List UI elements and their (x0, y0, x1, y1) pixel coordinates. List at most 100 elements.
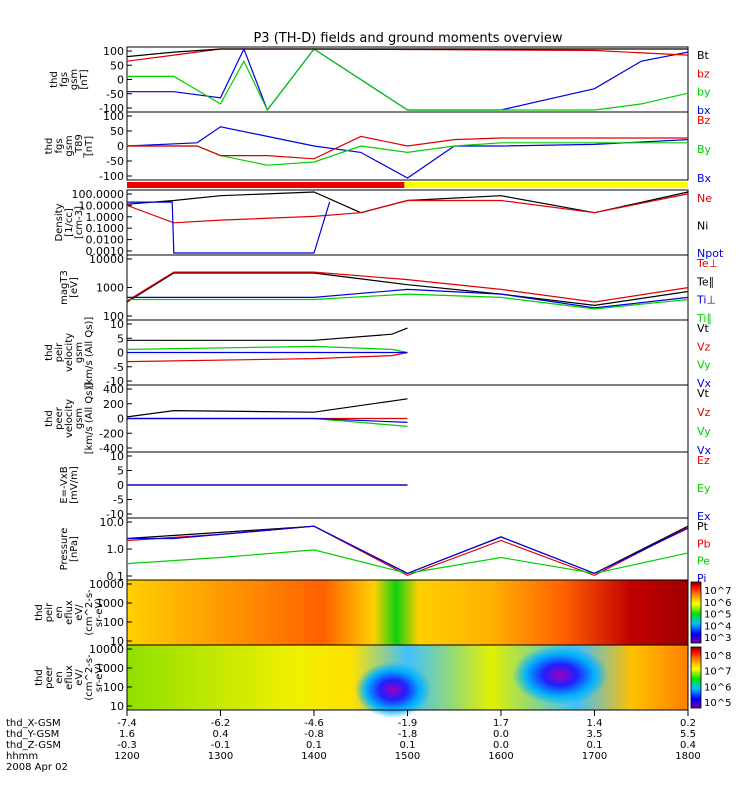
xrow-value: 0.4 (213, 729, 229, 740)
xrow-value: 5.5 (680, 729, 696, 740)
ve-ylabel: [km/s (All Qs)] (84, 383, 95, 455)
xrow-value: -4.6 (304, 718, 324, 729)
series-Pe (126, 549, 689, 575)
temp-frame (126, 254, 689, 321)
xrow-value: -7.4 (117, 718, 137, 729)
xrow-label-0: thd_X-GSM (6, 718, 61, 729)
pressure-ylabel: Pressure (59, 528, 70, 571)
series-Npot (127, 201, 331, 254)
panel-efield: 10 50 -5-10 E=-VxB [mV/m] Ez Ey Ex (59, 450, 711, 523)
density-ylabel: Density (54, 203, 65, 241)
vi-legend-2: Vy (697, 359, 711, 372)
fgs-ytick-label: -100 (99, 102, 124, 115)
temp-legend-2: Ti⊥ (696, 294, 716, 307)
efield-legend-2: Ex (697, 510, 711, 523)
espec-blob-1 (355, 662, 431, 718)
series-group-pressure (126, 525, 689, 577)
fgh-ylabel: _T89 (74, 134, 85, 159)
espec-ytick-label: 100 (103, 681, 124, 694)
ispec-ylabel: en (54, 606, 65, 619)
xrow-label-1: thd_Y-GSM (6, 729, 59, 740)
xrow-value: 3.5 (587, 729, 603, 740)
series-Ti∥ (127, 293, 689, 310)
temp-ylabel: [eV] (69, 277, 80, 298)
fgs-ylabel: [nT] (79, 69, 90, 89)
series-Bz (127, 135, 688, 160)
efield-ytick-label: 5 (117, 465, 124, 478)
vi-ylabel: peir (54, 342, 65, 362)
ve-legend-3: Vx (697, 444, 712, 457)
temp-ytick-label: 1000 (96, 282, 124, 295)
temp-ytick-label: 100 (103, 310, 124, 323)
xrow-value: -0.1 (211, 740, 231, 751)
espec-colorbar (690, 646, 702, 709)
panel-vi: 105 0-5-10 thd peir velocity gsm [km/s (All Qs… (44, 317, 712, 390)
ispec-ylabel: eV/ (74, 604, 85, 621)
series-Pt (126, 525, 689, 575)
ispec-colorbar-label: 10^5 (704, 610, 731, 621)
density-legend-0: Ne (697, 192, 712, 205)
series-Vx (127, 417, 408, 423)
efield-ylabel: E=-VxB (59, 466, 70, 503)
fgs-ytick-label: 0 (117, 74, 124, 87)
fgh-legend-0: Bz (697, 114, 711, 127)
xrow-value: 0.2 (680, 718, 696, 729)
fgs-ylabel: thd (49, 71, 60, 88)
panel-ve: 400 200 0-200 -400 thd peer velocity gsm [km/s (… (44, 383, 712, 457)
xrow-value: 1500 (395, 751, 420, 762)
xrow-value: 0.1 (306, 740, 322, 751)
fgs-ytick-label: 50 (110, 59, 124, 72)
pressure-ytick-label: 10.0 (100, 516, 125, 529)
fgh-ylabel: fgs (54, 138, 65, 153)
pressure-ytick-label: 0.1 (107, 570, 125, 583)
xrow-value: 1600 (488, 751, 513, 762)
panel-pressure: 10.0 1.0 0.1 Pressure [nPa] Pt Pb Pe Pi (59, 516, 711, 585)
ve-ytick-label: 400 (103, 383, 124, 396)
xrow-value: 1700 (582, 751, 607, 762)
ve-legend-0: Vt (697, 387, 710, 400)
ispec-colorbar (690, 581, 702, 644)
fgh-ytick-label: -50 (106, 155, 124, 168)
series-group-fgs (126, 47, 689, 112)
ve-ylabel: velocity (64, 399, 75, 438)
vi-ytick-label: 0 (117, 347, 124, 360)
ve-ylabel: thd (44, 410, 55, 427)
temp-ylabel: magT3 (59, 270, 70, 305)
mode-bar-yellow (404, 182, 688, 188)
espec-ylabel: en (54, 671, 65, 684)
ve-ylabel: peer (54, 406, 65, 430)
fgs-ylabel: fgs (59, 72, 70, 87)
series-bx (127, 47, 689, 112)
xrow-label-2: thd_Z-GSM (6, 740, 61, 751)
vi-legend-3: Vx (697, 377, 712, 390)
series-by (127, 48, 689, 112)
ispec-ylabel: peir (44, 602, 55, 622)
pressure-ytick-label: 1.0 (107, 543, 125, 556)
fgh-legend-1: By (697, 143, 712, 156)
series-Bx (126, 126, 689, 179)
vi-ytick-label: 10 (110, 318, 124, 331)
espec-ylabel: eflux (64, 665, 75, 690)
xrow-value: 0.1 (587, 740, 603, 751)
ve-ytick-label: -200 (99, 427, 124, 440)
density-ylabel: [cm-3] (74, 206, 85, 239)
efield-ylabel: [mV/m] (69, 466, 80, 504)
espec-ytick-label: 10000 (89, 643, 124, 656)
pressure-legend-2: Pe (697, 555, 710, 568)
temp-legend-1: Te∥ (696, 275, 714, 288)
xrow-value: -0.3 (117, 740, 137, 751)
vi-ytick-label: -5 (113, 361, 124, 374)
ispec-ylabel: eflux (64, 600, 75, 625)
ispec-ylabel: thd (34, 604, 45, 621)
ispec-colorbar-label: 10^6 (704, 598, 731, 609)
series-Ne (126, 193, 689, 224)
density-ytick-label: 0.0010 (86, 245, 125, 258)
ispec-colorbar-label: 10^4 (704, 621, 731, 632)
fgh-ytick-label: 0 (117, 140, 124, 153)
ispec-ytick-label: 1000 (96, 597, 124, 610)
espec-ylabel: thd (34, 669, 45, 686)
espec-colorbar-label: 10^7 (704, 667, 731, 678)
series-Vt (127, 327, 408, 341)
ispec-colorbar-label: 10^3 (704, 633, 731, 644)
